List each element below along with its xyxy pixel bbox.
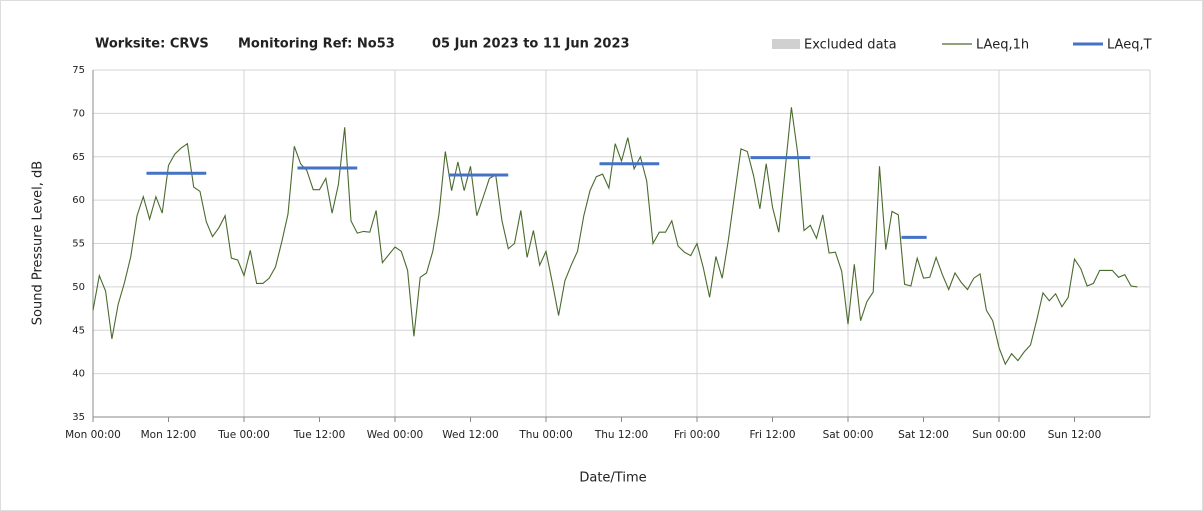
y-tick-label: 65 <box>72 152 85 163</box>
y-tick-label: 55 <box>72 239 85 250</box>
x-tick-label: Sat 00:00 <box>823 429 874 441</box>
y-tick-label: 75 <box>72 65 85 76</box>
legend-swatch <box>772 39 800 49</box>
y-tick-label: 60 <box>72 195 85 206</box>
x-tick-label: Wed 12:00 <box>442 429 499 441</box>
x-tick-label: Tue 12:00 <box>293 429 346 441</box>
x-axis-label: Date/Time <box>579 471 646 486</box>
y-axis-label: Sound Pressure Level, dB <box>31 161 46 325</box>
y-tick-label: 40 <box>72 369 85 380</box>
legend-label: LAeq,1h <box>976 38 1029 53</box>
x-tick-label: Wed 00:00 <box>367 429 424 441</box>
y-tick-label: 70 <box>72 108 85 119</box>
y-tick-label: 35 <box>72 412 85 423</box>
x-tick-label: Tue 00:00 <box>217 429 270 441</box>
x-tick-label: Fri 00:00 <box>674 429 720 441</box>
chart-title: 05 Jun 2023 to 11 Jun 2023 <box>432 37 630 52</box>
legend-label: LAeq,T <box>1107 38 1152 53</box>
x-tick-label: Fri 12:00 <box>749 429 795 441</box>
x-tick-label: Sun 00:00 <box>972 429 1026 441</box>
y-tick-label: 50 <box>72 282 85 293</box>
x-tick-label: Thu 00:00 <box>518 429 572 441</box>
line-series <box>92 107 1138 366</box>
x-tick-label: Sat 12:00 <box>898 429 949 441</box>
x-tick-label: Sun 12:00 <box>1048 429 1102 441</box>
chart-title: Worksite: CRVS <box>95 37 209 52</box>
x-tick-label: Thu 12:00 <box>594 429 648 441</box>
chart-title: Monitoring Ref: No53 <box>238 37 395 52</box>
legend-label: Excluded data <box>804 38 897 53</box>
x-tick-label: Mon 12:00 <box>141 429 197 441</box>
y-tick-label: 45 <box>72 325 85 336</box>
x-tick-label: Mon 00:00 <box>65 429 121 441</box>
